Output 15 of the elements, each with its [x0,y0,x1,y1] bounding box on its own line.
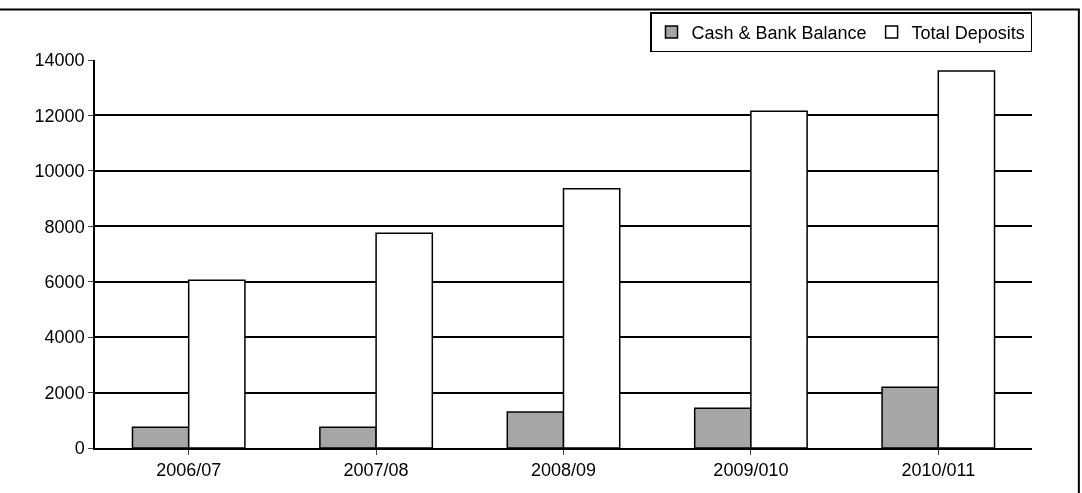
x-tick-label: 2010/011 [901,460,976,481]
legend-label: Total Deposits [911,22,1025,43]
x-tick-label: 2008/09 [530,460,597,481]
y-tick-label: 0 [74,438,85,459]
legend-label: Cash & Bank Balance [691,22,867,43]
y-tick-label: 2000 [44,382,85,403]
y-tick-label: 4000 [44,327,85,348]
y-tick-label: 6000 [44,272,85,293]
y-tick-label: 14000 [34,50,85,71]
y-tick-label: 8000 [44,216,85,237]
x-tick-label: 2009/010 [713,460,789,481]
x-tick-label: 2007/08 [343,460,409,481]
y-tick-label: 12000 [34,105,85,126]
x-tick-label: 2006/07 [156,460,222,481]
y-tick-label: 10000 [34,161,85,182]
